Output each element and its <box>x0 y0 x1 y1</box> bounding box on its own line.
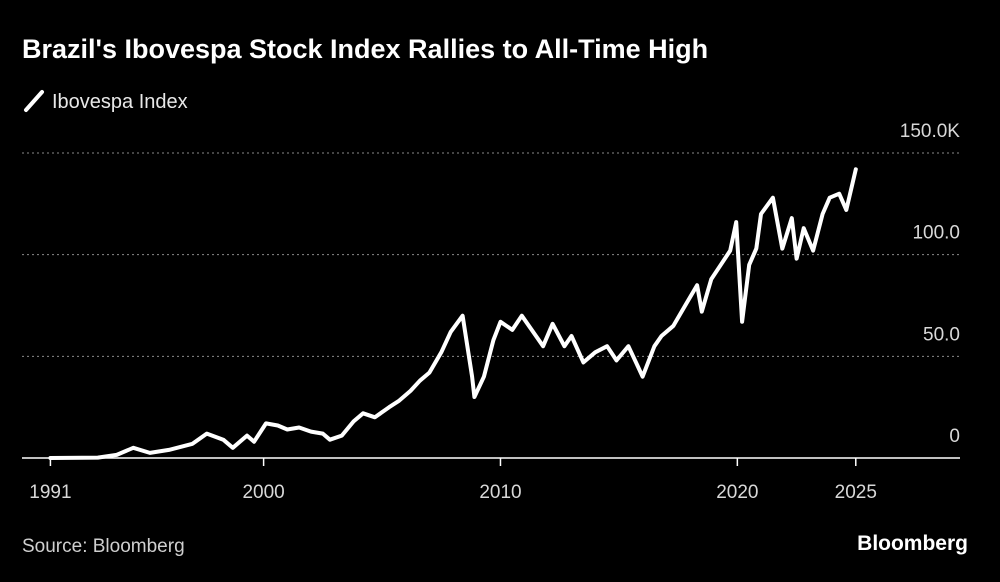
brand: Bloomberg <box>857 532 968 555</box>
x-tick-label: 2025 <box>835 482 877 503</box>
x-tick-label: 2000 <box>242 482 284 503</box>
legend-swatch <box>24 90 44 112</box>
x-tick-label: 2010 <box>479 482 521 503</box>
chart-title: Brazil's Ibovespa Stock Index Rallies to… <box>22 34 708 64</box>
x-tick-label: 1991 <box>29 482 71 503</box>
y-tick-label: 150.0K <box>900 121 961 142</box>
x-tick-label: 2020 <box>716 482 758 503</box>
y-tick-label: 0 <box>949 426 960 447</box>
legend-label: Ibovespa Index <box>52 91 188 113</box>
series-line <box>48 167 858 460</box>
y-tick-label: 100.0 <box>912 223 960 244</box>
source: Source: Bloomberg <box>22 536 185 557</box>
y-tick-label: 50.0 <box>923 324 960 345</box>
